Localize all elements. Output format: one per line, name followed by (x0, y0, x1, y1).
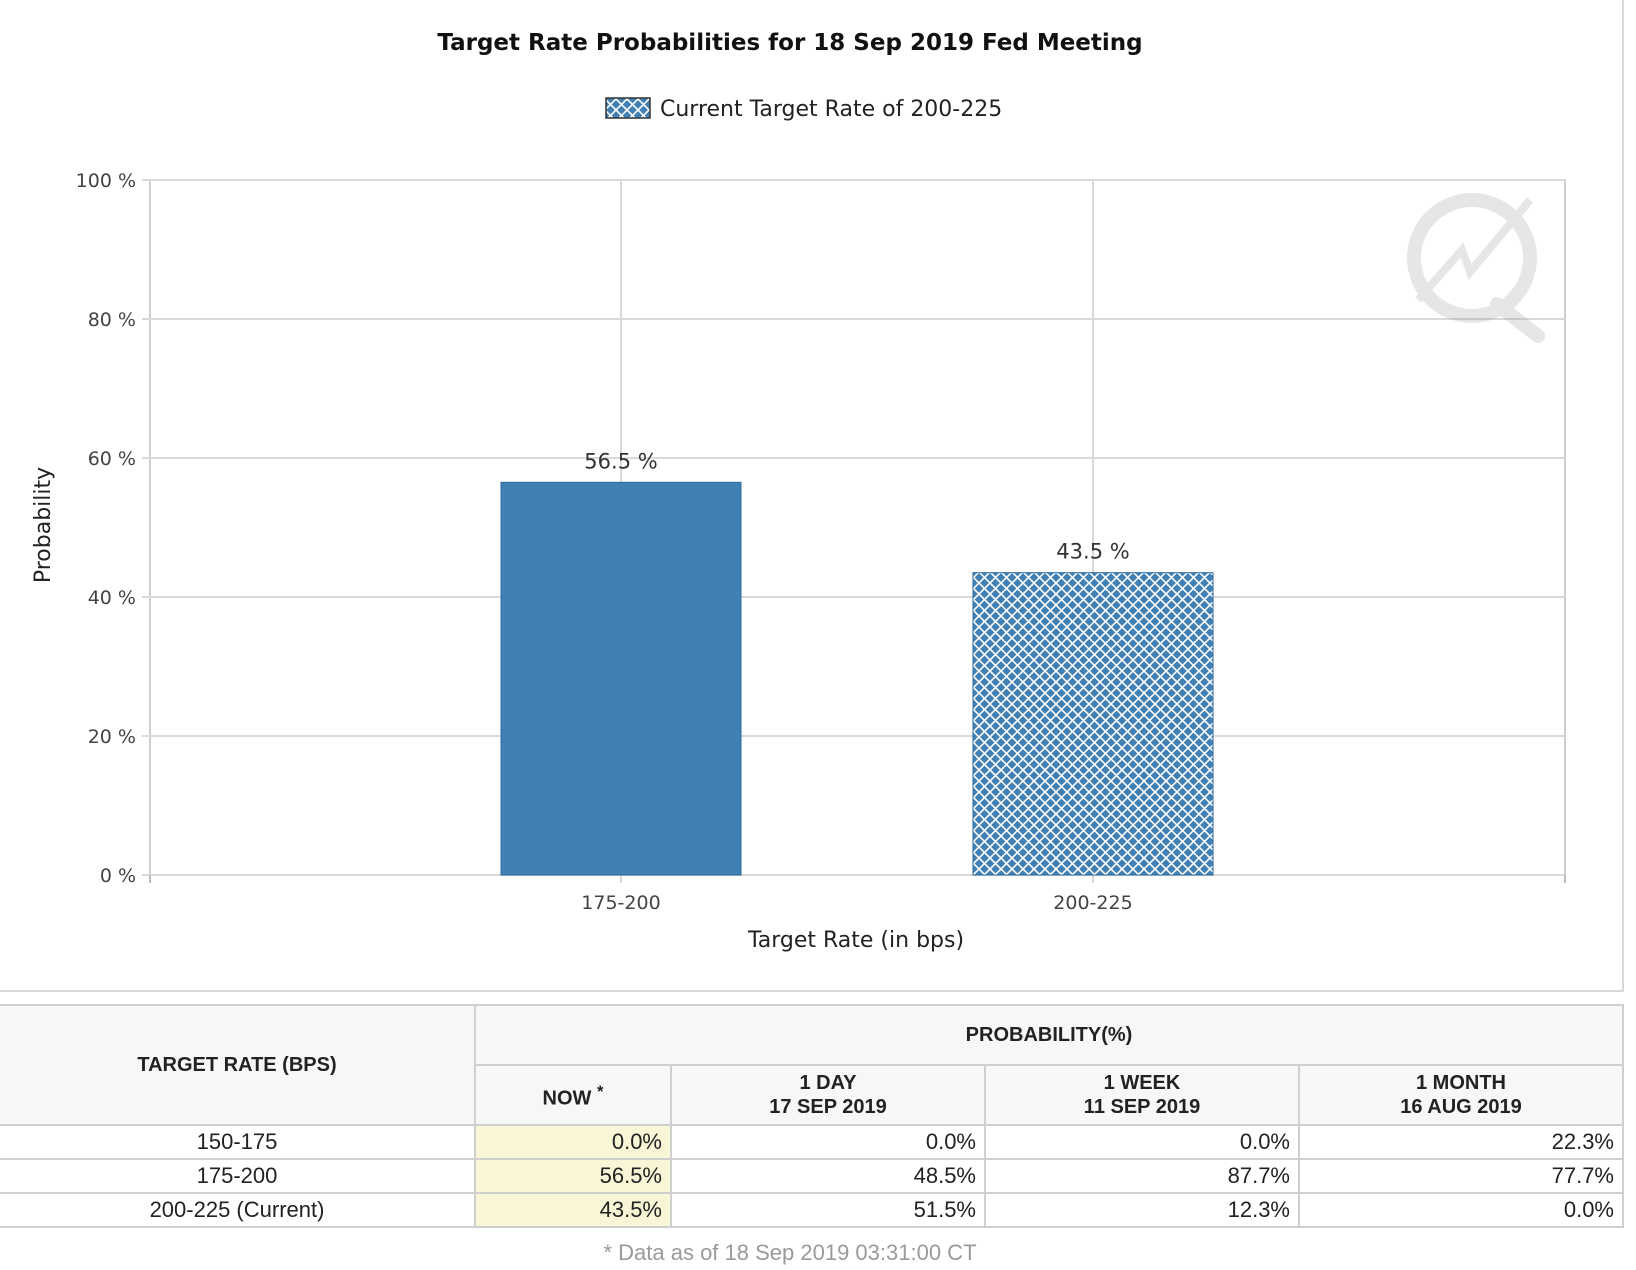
col-1week-date: 11 SEP 2019 (1083, 1096, 1201, 1118)
chart-title: Target Rate Probabilities for 18 Sep 201… (437, 30, 1142, 56)
y-tick-label: 100 % (76, 170, 136, 192)
watermark-logo (1407, 193, 1545, 343)
legend-swatch (605, 97, 651, 119)
plot-border (149, 179, 1566, 876)
label-layer: 0 % 20 % 40 % 60 % 80 % 100 % 56.5 % 175-200 43.… (76, 170, 1133, 914)
col-1day-label: 1 DAY (799, 1072, 857, 1094)
col-1week-label: 1 WEEK (1103, 1072, 1181, 1094)
col-1day-header: 1 DAY 17 SEP 2019 (670, 1064, 986, 1126)
now-cell: 43.5% (474, 1192, 672, 1228)
legend: Current Target Rate of 200-225 (605, 97, 1002, 122)
bar-175-200 (500, 481, 742, 876)
x-tick-label: 175-200 (581, 892, 660, 914)
grid-layer (142, 179, 1566, 883)
col-1week-header: 1 WEEK 11 SEP 2019 (984, 1064, 1300, 1126)
data-timestamp-note: * Data as of 18 Sep 2019 03:31:00 CT (603, 1240, 977, 1265)
y-tick-label: 80 % (88, 309, 136, 331)
probability-table: TARGET RATE (BPS) PROBABILITY(%) NOW * 1… (0, 1004, 1624, 1228)
col-1month-label: 1 MONTH (1416, 1072, 1506, 1094)
x-axis-title: Target Rate (in bps) (747, 928, 964, 953)
now-cell: 0.0% (474, 1124, 672, 1160)
y-tick-label: 60 % (88, 448, 136, 470)
one-month-cell: 0.0% (1298, 1192, 1624, 1228)
one-day-cell: 0.0% (670, 1124, 986, 1160)
probability-group-header: PROBABILITY(%) (474, 1004, 1624, 1066)
col-now-asterisk: * (596, 1081, 604, 1101)
now-cell: 56.5% (474, 1158, 672, 1194)
one-day-cell: 48.5% (670, 1158, 986, 1194)
bar-layer (500, 481, 1214, 876)
target-rate-header: TARGET RATE (BPS) (0, 1004, 476, 1126)
table-row: 200-225 (Current) 43.5% 51.5% 12.3% 0.0% (0, 1192, 1624, 1228)
chart-svg: 0 % 20 % 40 % 60 % 80 % 100 % 56.5 % 175-200 43.… (31, 30, 1566, 953)
one-day-cell: 51.5% (670, 1192, 986, 1228)
col-1month-header: 1 MONTH 16 AUG 2019 (1298, 1064, 1624, 1126)
y-tick-label: 0 % (100, 865, 136, 887)
one-week-cell: 87.7% (984, 1158, 1300, 1194)
y-tick-label: 20 % (88, 726, 136, 748)
y-tick-label: 40 % (88, 587, 136, 609)
one-week-cell: 0.0% (984, 1124, 1300, 1160)
bar-value-label: 43.5 % (1056, 540, 1129, 564)
one-week-cell: 12.3% (984, 1192, 1300, 1228)
table-row: 150-175 0.0% 0.0% 0.0% 22.3% (0, 1124, 1624, 1160)
rate-cell: 175-200 (0, 1158, 476, 1194)
col-1month-date: 16 AUG 2019 (1400, 1096, 1522, 1118)
chart-panel: 0 % 20 % 40 % 60 % 80 % 100 % 56.5 % 175-200 43.… (0, 0, 1624, 992)
y-axis-title: Probability (31, 467, 56, 583)
legend-label: Current Target Rate of 200-225 (660, 97, 1002, 122)
one-month-cell: 77.7% (1298, 1158, 1624, 1194)
x-tick-label: 200-225 (1053, 892, 1132, 914)
col-1day-date: 17 SEP 2019 (769, 1096, 887, 1118)
bar-200-225 (972, 572, 1214, 876)
rate-cell: 200-225 (Current) (0, 1192, 476, 1228)
table-row: 175-200 56.5% 48.5% 87.7% 77.7% (0, 1158, 1624, 1194)
one-month-cell: 22.3% (1298, 1124, 1624, 1160)
col-now-header: NOW * (474, 1064, 672, 1126)
col-now-label: NOW (542, 1087, 592, 1110)
bar-value-label: 56.5 % (584, 449, 657, 473)
rate-cell: 150-175 (0, 1124, 476, 1160)
